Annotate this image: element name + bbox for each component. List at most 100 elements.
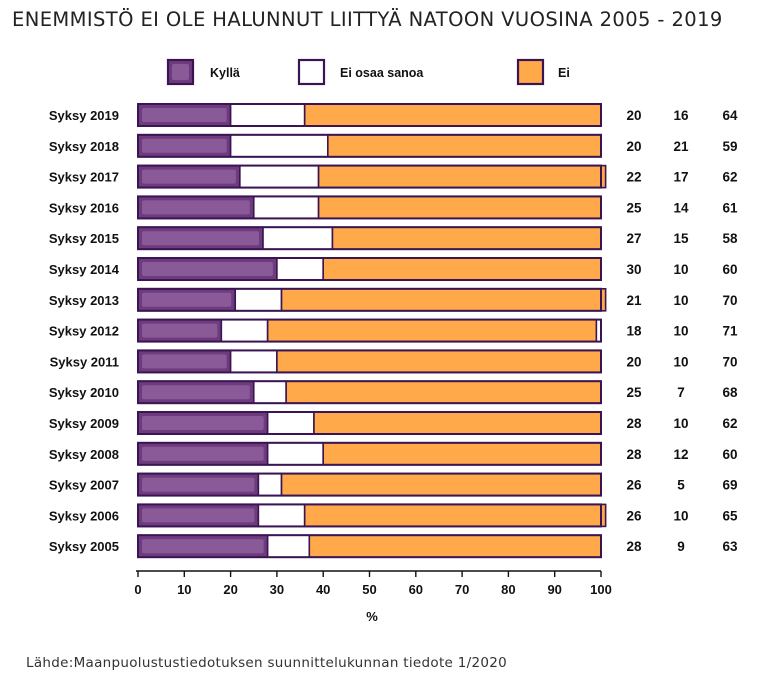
bar-frame (137, 441, 602, 466)
value-label: 10 (673, 354, 688, 369)
value-label: 28 (626, 416, 642, 431)
bar-segment-highlight (142, 385, 250, 400)
bar-segment-highlight (142, 354, 227, 369)
bar-segment (239, 164, 320, 189)
legend-swatch-highlight (172, 64, 189, 80)
value-label: 17 (673, 170, 688, 185)
bar-segment (252, 380, 287, 405)
legend-label: Ei (558, 66, 570, 80)
bar-segment (308, 534, 602, 559)
row-label: Syksy 2007 (49, 478, 119, 493)
legend-item-3: Ei (516, 58, 570, 86)
bar-segment-highlight (142, 477, 255, 492)
value-label: 69 (722, 478, 737, 493)
bar-row: Syksy 2019 20 16 64 (49, 103, 738, 127)
value-label: 9 (677, 539, 685, 554)
bar-frame (137, 287, 602, 312)
bar-row: Syksy 2010 25 7 68 (49, 380, 738, 405)
bar-segment (252, 195, 320, 220)
row-label: Syksy 2019 (49, 108, 119, 123)
value-label: 70 (722, 354, 737, 369)
value-label: 28 (626, 539, 642, 554)
bar-segment (331, 226, 602, 250)
bar-frame (137, 226, 602, 251)
bar-segment (280, 472, 602, 497)
row-label: Syksy 2016 (49, 200, 119, 215)
bar-segment (266, 441, 325, 466)
bar-row: Syksy 2016 25 14 61 (49, 195, 738, 220)
bar-row: Syksy 2013 21 10 70 (49, 287, 738, 312)
value-label: 7 (677, 385, 685, 400)
source-note: Lähde:Maanpuolustustiedotuksen suunnitte… (26, 655, 507, 671)
value-label: 14 (673, 200, 689, 215)
value-label: 64 (722, 108, 738, 123)
value-label: 71 (722, 324, 738, 339)
bar-frame (137, 380, 602, 405)
bar-row: Syksy 2017 22 17 62 (49, 164, 738, 189)
value-label: 18 (626, 324, 642, 339)
x-tick-label: 50 (362, 582, 376, 597)
x-tick-label: 80 (501, 582, 515, 597)
value-label: 10 (673, 416, 688, 431)
bar-row: Syksy 2005 28 9 63 (49, 534, 738, 559)
bar-segment (322, 257, 602, 281)
value-label: 22 (626, 170, 641, 185)
row-label: Syksy 2008 (49, 447, 119, 462)
bar-segment (220, 318, 269, 343)
value-label: 10 (673, 262, 688, 277)
bar-segment (303, 503, 607, 528)
row-label: Syksy 2010 (49, 385, 119, 400)
bar-segment-highlight (142, 262, 273, 276)
bar-frame (137, 133, 602, 158)
bar-segment (276, 257, 324, 281)
bar-row: Syksy 2008 28 12 60 (49, 441, 738, 466)
legend-label: Ei osaa sanoa (340, 66, 424, 80)
bar-segment-highlight (142, 508, 255, 523)
value-label: 63 (722, 539, 738, 554)
x-tick-label: 20 (223, 582, 237, 597)
value-label: 25 (626, 200, 642, 215)
value-label: 68 (722, 385, 738, 400)
bar-segment-highlight (142, 200, 250, 215)
legend-swatch (297, 58, 326, 86)
value-label: 59 (722, 139, 737, 154)
x-tick-label: 0 (134, 582, 141, 597)
row-label: Syksy 2012 (49, 324, 119, 339)
value-label: 60 (722, 262, 737, 277)
bar-row: Syksy 2012 18 10 71 (49, 318, 738, 343)
bar-segment (327, 134, 602, 158)
value-label: 20 (626, 108, 641, 123)
bar-frame (137, 503, 602, 528)
x-tick-label: 30 (270, 582, 284, 597)
legend-item-1: Kyllä (166, 58, 240, 86)
bar-row: Syksy 2009 28 10 62 (49, 411, 738, 435)
legend-swatch (516, 58, 545, 86)
value-label: 26 (626, 478, 642, 493)
bar-segment (266, 534, 311, 559)
value-label: 20 (626, 354, 641, 369)
value-label: 65 (722, 508, 738, 523)
row-label: Syksy 2014 (49, 262, 120, 277)
value-label: 25 (626, 385, 642, 400)
bar-frame (137, 349, 602, 374)
bar-segment-highlight (142, 416, 264, 430)
bar-segment-highlight (142, 292, 232, 307)
bar-segment (266, 318, 598, 343)
value-label: 62 (722, 170, 737, 185)
bar-segment (257, 472, 283, 497)
bar-frame (137, 103, 602, 127)
bar-segment-highlight (142, 323, 218, 338)
legend-label: Kyllä (210, 66, 240, 80)
bar-frame (137, 534, 602, 559)
value-label: 20 (626, 139, 641, 154)
row-label: Syksy 2011 (50, 354, 119, 369)
value-label: 60 (722, 447, 737, 462)
bar-segment-highlight (142, 169, 236, 184)
row-label: Syksy 2015 (49, 231, 119, 246)
value-label: 70 (722, 293, 737, 308)
value-label: 10 (673, 508, 688, 523)
x-tick-label: 100 (590, 582, 612, 597)
value-label: 61 (722, 200, 738, 215)
